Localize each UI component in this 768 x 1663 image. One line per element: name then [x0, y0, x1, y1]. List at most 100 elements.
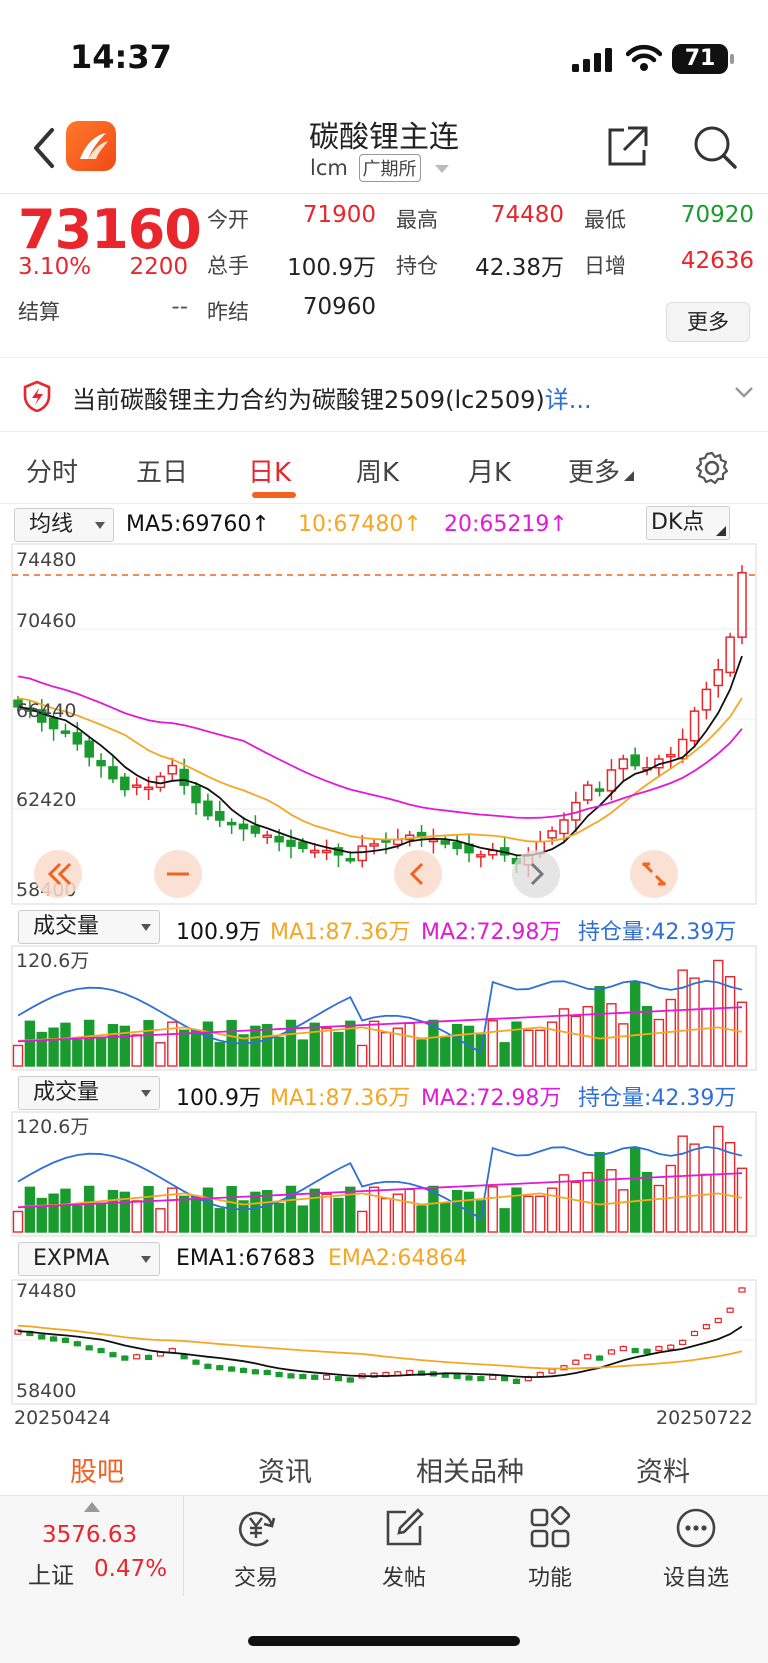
panel1-volume-bar [84, 1019, 95, 1067]
notice-bar[interactable]: 当前碳酸锂主力合约为碳酸锂2509(lc2509)详... [0, 358, 768, 432]
panel1-volume-bar [36, 1031, 47, 1067]
kline-chart[interactable] [0, 0, 768, 1436]
low-label: 最低 [584, 208, 626, 232]
scroll-left-fast-button[interactable] [34, 850, 82, 898]
active-tab-indicator [252, 492, 296, 498]
panel2-volume-bar [380, 1197, 392, 1233]
panel2-volume-bar [368, 1186, 380, 1233]
prev-settle-label: 昨结 [207, 300, 249, 324]
panel1-volume-bar [285, 1019, 297, 1067]
zoom-out-button[interactable] [154, 850, 202, 898]
caret-up-icon [84, 1502, 100, 1512]
settle-label: 结算 [18, 300, 60, 324]
search-icon[interactable] [692, 124, 738, 170]
panel2-volume-bar [511, 1187, 522, 1233]
expma-candle-body [275, 1371, 283, 1378]
panel1-volume-bar [392, 1027, 404, 1067]
candle-body [677, 738, 688, 760]
notice-detail-link[interactable]: 详... [544, 386, 592, 414]
panel1-volume-bar [368, 1020, 380, 1067]
panel2-volume-bar [356, 1210, 368, 1233]
expma-candle-body [453, 1374, 461, 1380]
expma-candle-body [61, 1337, 70, 1343]
dk-point-button[interactable]: DK点 [646, 506, 730, 540]
expma-candle-body [406, 1369, 414, 1376]
tab-monthly-k[interactable]: 月K [468, 458, 512, 488]
panel1-volume-bar [155, 1042, 166, 1067]
panel2-volume-bar [677, 1135, 688, 1233]
volume-select[interactable]: 成交量 [18, 910, 160, 944]
tab-intraday[interactable]: 分时 [26, 458, 79, 488]
panel1-volume-bar [713, 959, 724, 1067]
tab-daily-k[interactable]: 日K [248, 458, 292, 488]
expma-candle-body [619, 1345, 627, 1352]
panel2-volume-bar [190, 1195, 202, 1233]
bottom-toolbar: 3576.63 上证 0.47% 交易 发帖 功能 设自选 [0, 1496, 768, 1663]
panel1-volume-bar [238, 1034, 249, 1067]
tab-forum[interactable]: 股吧 [70, 1457, 124, 1488]
panel2-volume-bar [641, 1171, 653, 1233]
index-ticker[interactable]: 3576.63 上证 0.47% [0, 1496, 184, 1596]
candle-body [13, 699, 23, 708]
scroll-left-button[interactable] [394, 850, 442, 898]
panel2-volume-bar [535, 1195, 546, 1233]
tab-news[interactable]: 资讯 [258, 1457, 312, 1488]
panel1-volume-bar [724, 975, 736, 1067]
candle-body [440, 840, 451, 845]
y-label-3: 66440 [16, 700, 77, 722]
double-chevron-left-icon [47, 862, 72, 886]
tab-weekly-k[interactable]: 周K [356, 458, 400, 488]
panel1-oi-line [17, 979, 743, 1054]
chevron-down-icon[interactable] [435, 165, 450, 175]
date-end: 20250722 [656, 1407, 753, 1429]
panel1-volume-bar [701, 1007, 712, 1067]
panel1-volume-bar [345, 1020, 356, 1067]
panel1-volume-bar [309, 1022, 320, 1067]
tab-profile[interactable]: 资料 [636, 1457, 690, 1488]
candle-body [167, 764, 178, 775]
functions-button[interactable]: 功能 [490, 1505, 610, 1592]
candle-body [226, 821, 237, 826]
expma-candle-body [121, 1355, 129, 1361]
panel2-volume-bar [72, 1205, 83, 1233]
expma-candle-body [679, 1339, 687, 1346]
expma-candle-body [655, 1345, 663, 1352]
open-interest-label: 持仓量:42.39万 [578, 920, 737, 945]
post-label: 发帖 [381, 1566, 426, 1591]
scroll-right-button[interactable] [512, 850, 560, 898]
panel2-volume-bar [238, 1200, 249, 1233]
add-watchlist-label: 设自选 [662, 1566, 729, 1591]
trade-button[interactable]: 交易 [196, 1506, 316, 1592]
panel2-volume-bar [404, 1188, 415, 1233]
panel2-volume-bar [713, 1125, 724, 1233]
tab-related[interactable]: 相关品种 [416, 1457, 524, 1488]
expma-select[interactable]: EXPMA [18, 1242, 160, 1276]
panel2-volume-bar [428, 1185, 439, 1233]
indicator-select[interactable]: 均线 [14, 508, 114, 542]
volume-select-2[interactable]: 成交量 [18, 1076, 160, 1110]
open-interest-label-2: 持仓量:42.39万 [578, 1086, 737, 1111]
panel2-volume-bar [653, 1184, 665, 1233]
panel2-volume-bar [273, 1202, 285, 1233]
chevron-down-icon[interactable] [734, 386, 754, 400]
panel1-volume-bar [48, 1027, 59, 1067]
settings-gear-icon[interactable] [694, 450, 730, 486]
panel2-oi-line [17, 1145, 743, 1220]
tab-more[interactable]: 更多 [568, 452, 635, 489]
candle-body [369, 843, 379, 847]
post-button[interactable]: 发帖 [344, 1506, 464, 1592]
fullscreen-button[interactable] [630, 850, 678, 898]
panel1-volume-bar [72, 1039, 83, 1067]
share-icon[interactable] [604, 124, 650, 170]
quote-panel: 73160 3.10% 2200 结算 -- 今开 71900 最高 74480… [0, 194, 768, 358]
panel2-volume-bar [440, 1202, 451, 1233]
tab-five-day[interactable]: 五日 [136, 458, 189, 488]
more-button[interactable]: 更多 [666, 302, 750, 342]
candle-body [452, 841, 462, 850]
expand-icon [642, 862, 666, 886]
y-label-4: 62420 [16, 789, 77, 811]
volume-label: 总手 [207, 254, 249, 278]
add-watchlist-button[interactable]: 设自选 [636, 1506, 756, 1592]
back-icon[interactable] [26, 126, 66, 170]
panel2-volume-bar [119, 1191, 131, 1233]
